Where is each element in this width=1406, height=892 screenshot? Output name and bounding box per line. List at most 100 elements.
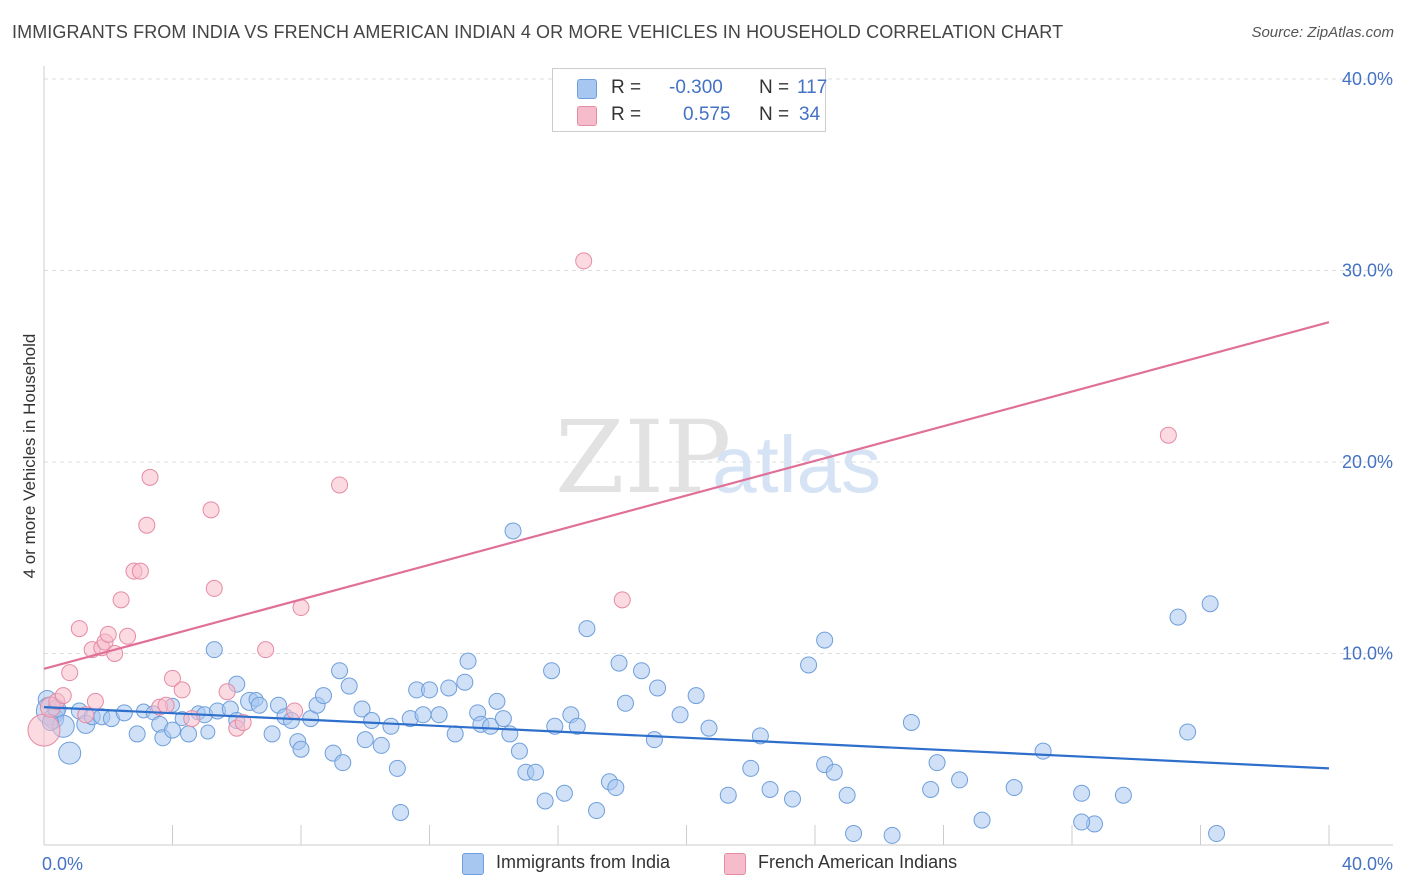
- data-point-french: [1159, 426, 1177, 444]
- legend-r-label: R =: [611, 104, 642, 125]
- data-point-french: [218, 683, 236, 701]
- data-point-india: [459, 652, 477, 670]
- data-point-india: [440, 679, 458, 697]
- data-point-india: [1034, 742, 1052, 760]
- legend-r-value-french: 0.575: [683, 104, 731, 125]
- data-point-india: [392, 803, 410, 821]
- data-point-french: [157, 696, 175, 714]
- y-tick-label: 20.0%: [1342, 452, 1393, 472]
- tick-labels: 10.0% 20.0% 30.0% 40.0% 0.0% 40.0%: [42, 69, 1393, 874]
- data-point-french: [613, 591, 631, 609]
- y-tick-label: 10.0%: [1342, 644, 1393, 664]
- data-point-french: [54, 687, 72, 705]
- data-point-french: [61, 664, 79, 682]
- data-point-india: [784, 790, 802, 808]
- data-point-india: [510, 742, 528, 760]
- legend-n-value-french: 34: [799, 104, 821, 125]
- chart-title: IMMIGRANTS FROM INDIA VS FRENCH AMERICAN…: [12, 22, 1064, 42]
- data-point-india: [58, 741, 82, 765]
- data-point-india: [928, 754, 946, 772]
- data-point-french: [331, 476, 349, 494]
- data-point-india: [263, 725, 281, 743]
- data-point-french: [131, 562, 149, 580]
- data-point-french: [575, 252, 593, 270]
- data-point-french: [112, 591, 130, 609]
- data-point-french: [173, 681, 191, 699]
- data-point-india: [588, 802, 606, 820]
- x-tick-label: 0.0%: [42, 854, 83, 874]
- data-point-india: [838, 786, 856, 804]
- data-point-india: [164, 721, 181, 739]
- data-point-india: [456, 673, 474, 691]
- data-point-india: [687, 687, 705, 705]
- data-point-india: [1169, 608, 1187, 626]
- data-point-india: [292, 740, 310, 758]
- data-point-india: [414, 706, 432, 724]
- data-point-india: [430, 706, 448, 724]
- data-point-india: [527, 763, 545, 781]
- legend-r-value-india: -0.300: [669, 77, 723, 98]
- watermark-atlas: atlas: [712, 420, 881, 509]
- data-point-india: [536, 792, 554, 810]
- data-point-french: [138, 516, 156, 534]
- data-point-french: [164, 669, 181, 687]
- data-point-french: [119, 627, 137, 645]
- data-point-india: [742, 759, 760, 777]
- data-point-french: [86, 692, 104, 710]
- x-tick-label: 40.0%: [1342, 854, 1393, 874]
- data-point-french: [257, 641, 275, 659]
- data-point-india: [446, 725, 464, 743]
- data-point-india: [356, 731, 374, 749]
- data-point-india: [1208, 825, 1226, 843]
- data-point-french: [205, 579, 223, 597]
- data-point-india: [353, 700, 371, 718]
- data-point-india: [200, 724, 216, 740]
- data-point-india: [1114, 786, 1132, 804]
- grid-lines: [44, 78, 1393, 654]
- data-point-india: [719, 786, 737, 804]
- data-point-india: [883, 826, 901, 844]
- series-french-points: [27, 252, 1177, 747]
- data-point-india: [671, 706, 689, 724]
- legend-r-label: R =: [611, 77, 642, 98]
- data-point-india: [578, 620, 596, 638]
- data-point-india: [751, 727, 769, 745]
- data-point-india: [382, 717, 400, 735]
- legend-swatch-french: [577, 106, 597, 126]
- data-point-india: [902, 713, 920, 731]
- bottom-legend-swatch-india: [462, 853, 484, 875]
- trend-line-french: [43, 321, 1330, 670]
- data-point-india: [1073, 784, 1091, 802]
- legend-box: R = -0.300 N = 117 R = 0.575 N = 34: [552, 68, 828, 132]
- bottom-legend-label-french: French American Indians: [758, 852, 958, 872]
- data-point-india: [800, 656, 818, 674]
- data-point-india: [825, 763, 843, 781]
- data-point-french: [141, 468, 159, 486]
- data-point-india: [421, 681, 438, 699]
- data-point-india: [482, 717, 500, 735]
- trend-line-india: [43, 706, 1330, 770]
- data-point-india: [610, 654, 628, 672]
- legend-n-label: N =: [759, 77, 790, 98]
- y-axis-label: 4 or more Vehicles in Household: [20, 334, 39, 579]
- data-point-india: [372, 736, 390, 754]
- data-point-india: [488, 692, 506, 710]
- data-point-india: [180, 725, 198, 743]
- data-point-india: [555, 784, 573, 802]
- data-point-french: [286, 702, 304, 720]
- trend-lines: [43, 321, 1330, 770]
- data-point-india: [607, 779, 625, 797]
- legend-n-value-india: 117: [797, 77, 828, 98]
- data-point-india: [340, 677, 358, 695]
- data-point-india: [633, 662, 651, 680]
- data-point-india: [973, 811, 991, 829]
- data-point-india: [700, 719, 718, 737]
- series-india-points: [35, 522, 1226, 844]
- data-point-india: [494, 710, 512, 728]
- data-point-french: [70, 620, 88, 638]
- data-point-india: [1005, 779, 1023, 797]
- data-point-india: [543, 662, 561, 680]
- data-point-india: [845, 825, 863, 843]
- data-point-india: [504, 522, 522, 540]
